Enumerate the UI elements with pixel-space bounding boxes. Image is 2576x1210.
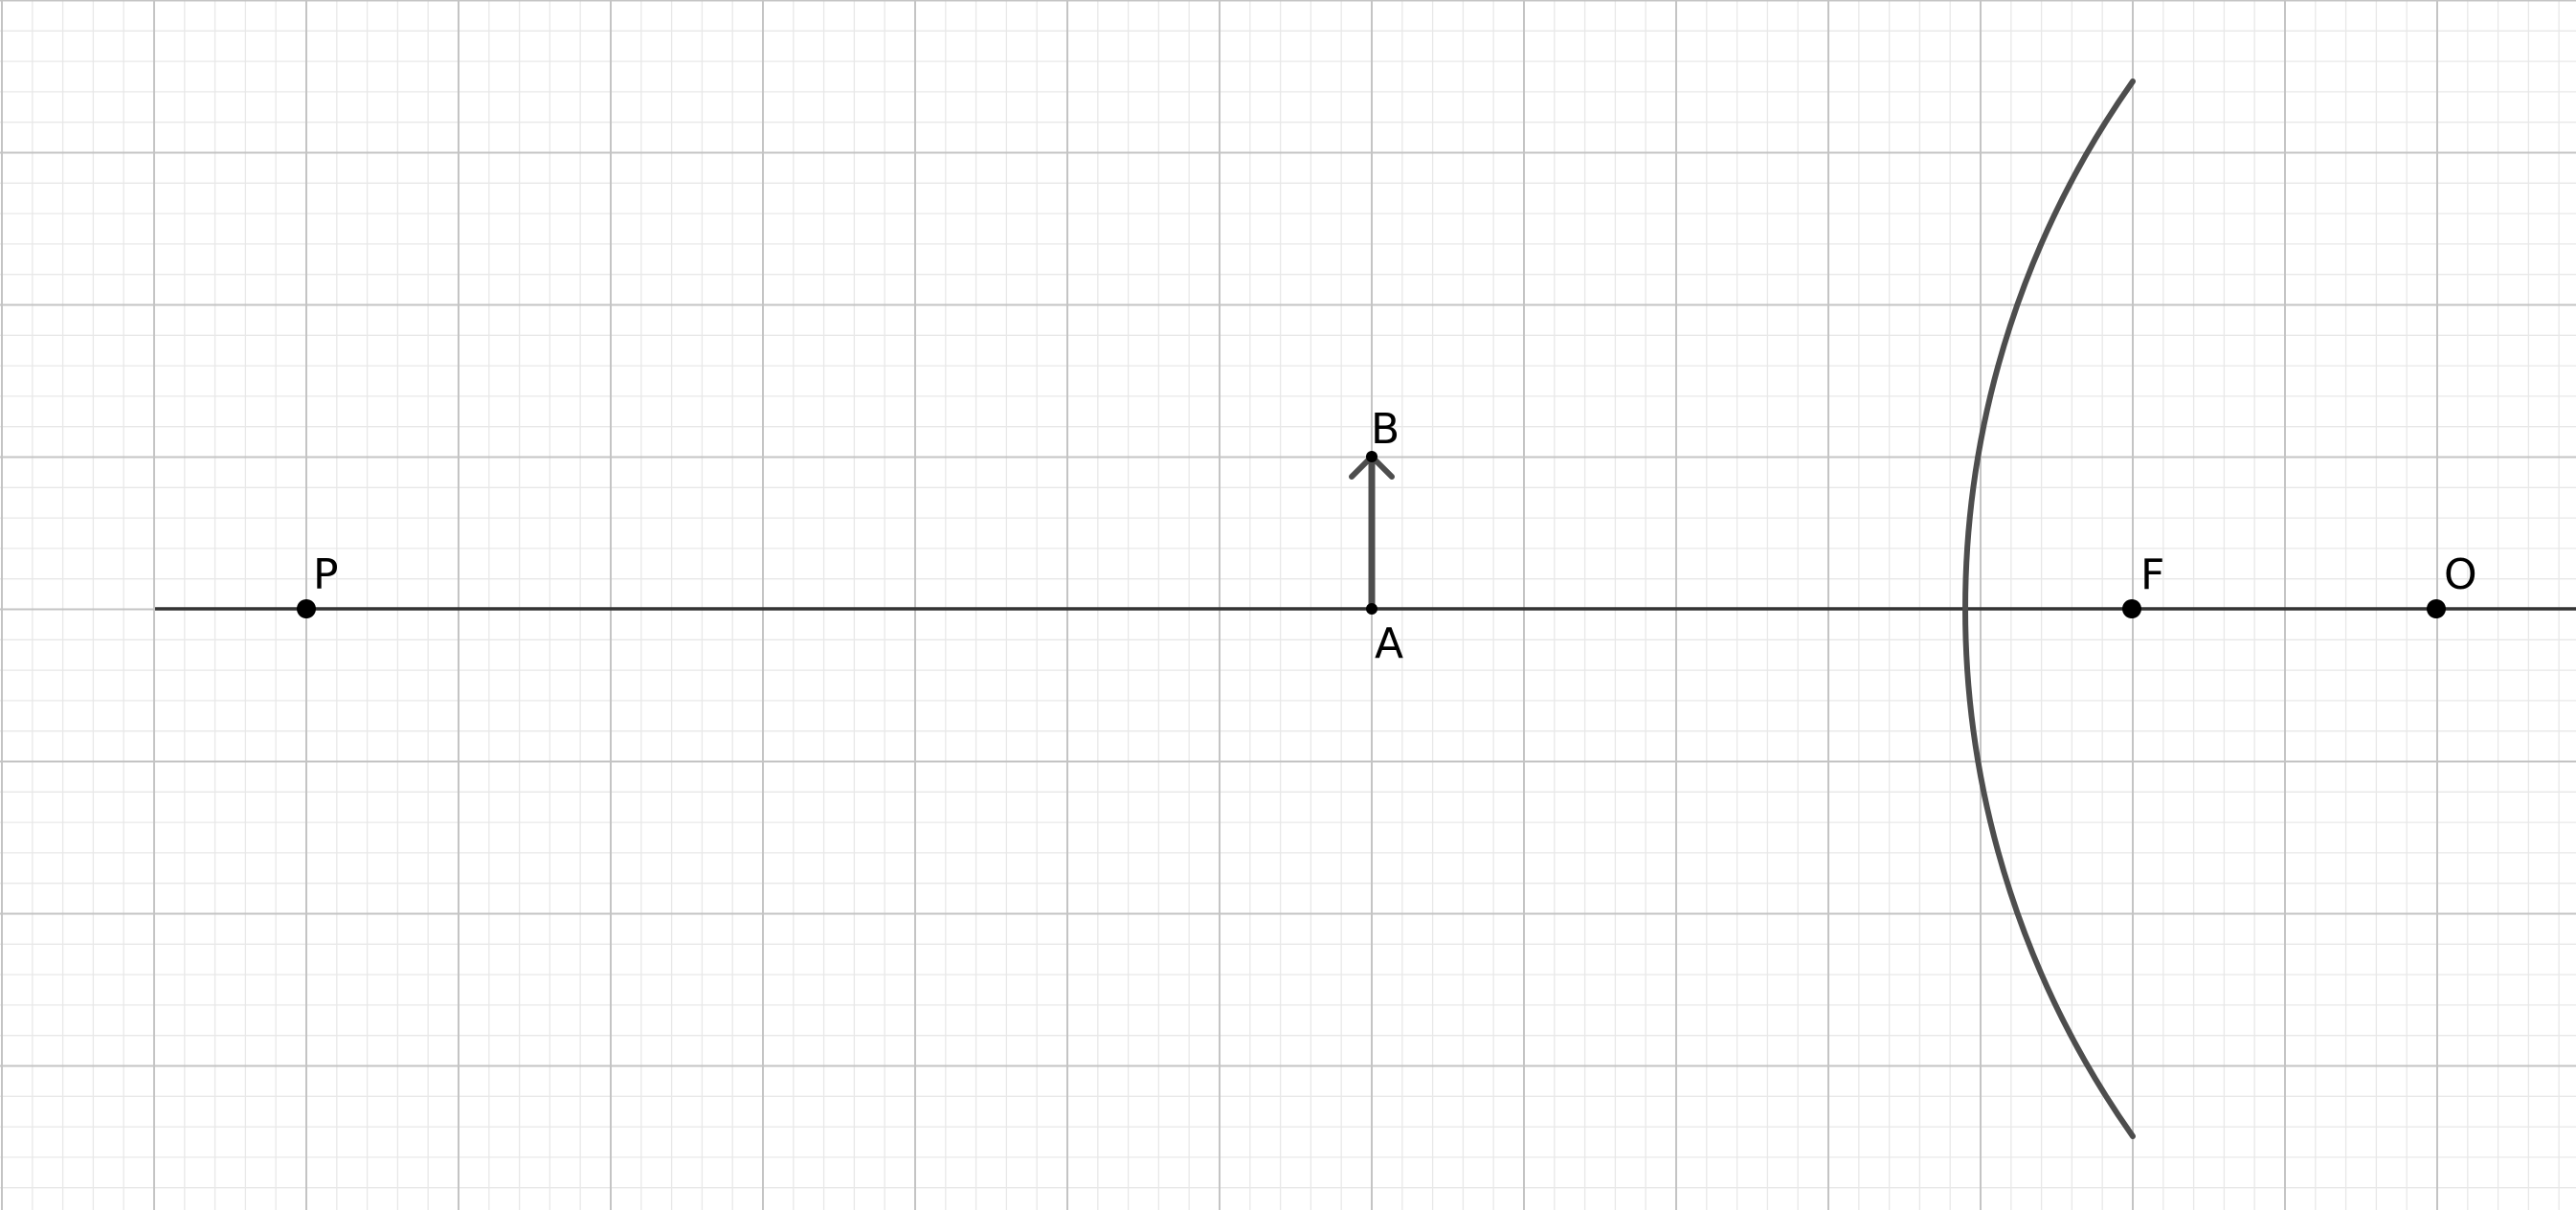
label-A: A (1375, 619, 1403, 668)
object-arrow (1349, 454, 1395, 613)
point-P[interactable] (297, 599, 316, 618)
point-O[interactable] (2427, 599, 2446, 618)
point-B[interactable] (1366, 451, 1378, 462)
label-F: F (2140, 550, 2164, 599)
point-F[interactable] (2122, 599, 2141, 618)
point-A[interactable] (1366, 603, 1378, 615)
label-B: B (1371, 405, 1400, 454)
concave-mirror (1962, 78, 2136, 1139)
label-P: P (313, 550, 339, 599)
label-O: O (2444, 550, 2477, 599)
